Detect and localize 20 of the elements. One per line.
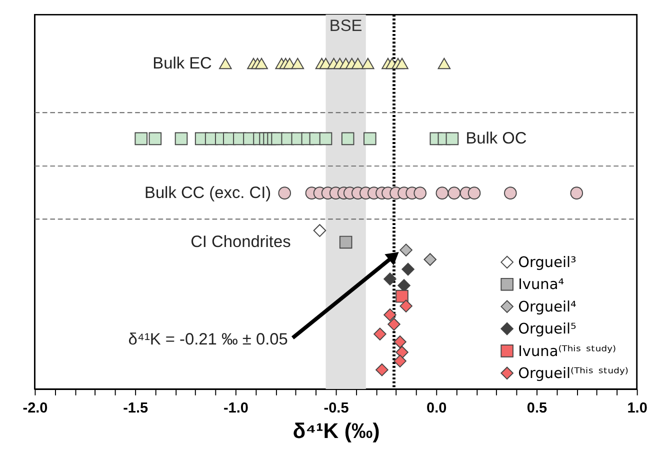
x-tick-label: -1.0 xyxy=(223,400,248,417)
x-axis-title: δ⁴¹K (‰) xyxy=(292,420,380,443)
x-tick-label: -1.5 xyxy=(123,400,148,417)
legend-label: Ivuna⁽ᵀʰⁱˢ ˢᵗᵘᵈʸ⁾ xyxy=(518,344,616,360)
x-tick-label: 0.5 xyxy=(526,400,548,417)
legend-label: Orgueil⁵ xyxy=(518,322,577,338)
legend-label: Orgueil⁴ xyxy=(518,299,577,316)
annotation: δ⁴¹K = -0.21 ‰ ± 0.05 xyxy=(128,330,288,349)
x-tick-label: -0.5 xyxy=(324,400,349,417)
annotation: CI Chondrites xyxy=(190,232,291,251)
band-label: BSE xyxy=(329,17,362,36)
x-tick-label: -2.0 xyxy=(22,400,48,417)
annotation: Bulk EC xyxy=(152,54,212,72)
x-tick-label: 0.0 xyxy=(426,400,447,417)
annotation: Bulk OC xyxy=(466,130,527,148)
x-tick-label: 1.0 xyxy=(627,400,648,417)
legend-label: Orgueil³ xyxy=(518,254,577,271)
legend-label: Ivuna⁴ xyxy=(518,277,564,294)
annotation: Bulk CC (exc. CI) xyxy=(144,184,272,202)
legend-label: Orgueil⁽ᵀʰⁱˢ ˢᵗᵘᵈʸ⁾ xyxy=(518,366,628,382)
